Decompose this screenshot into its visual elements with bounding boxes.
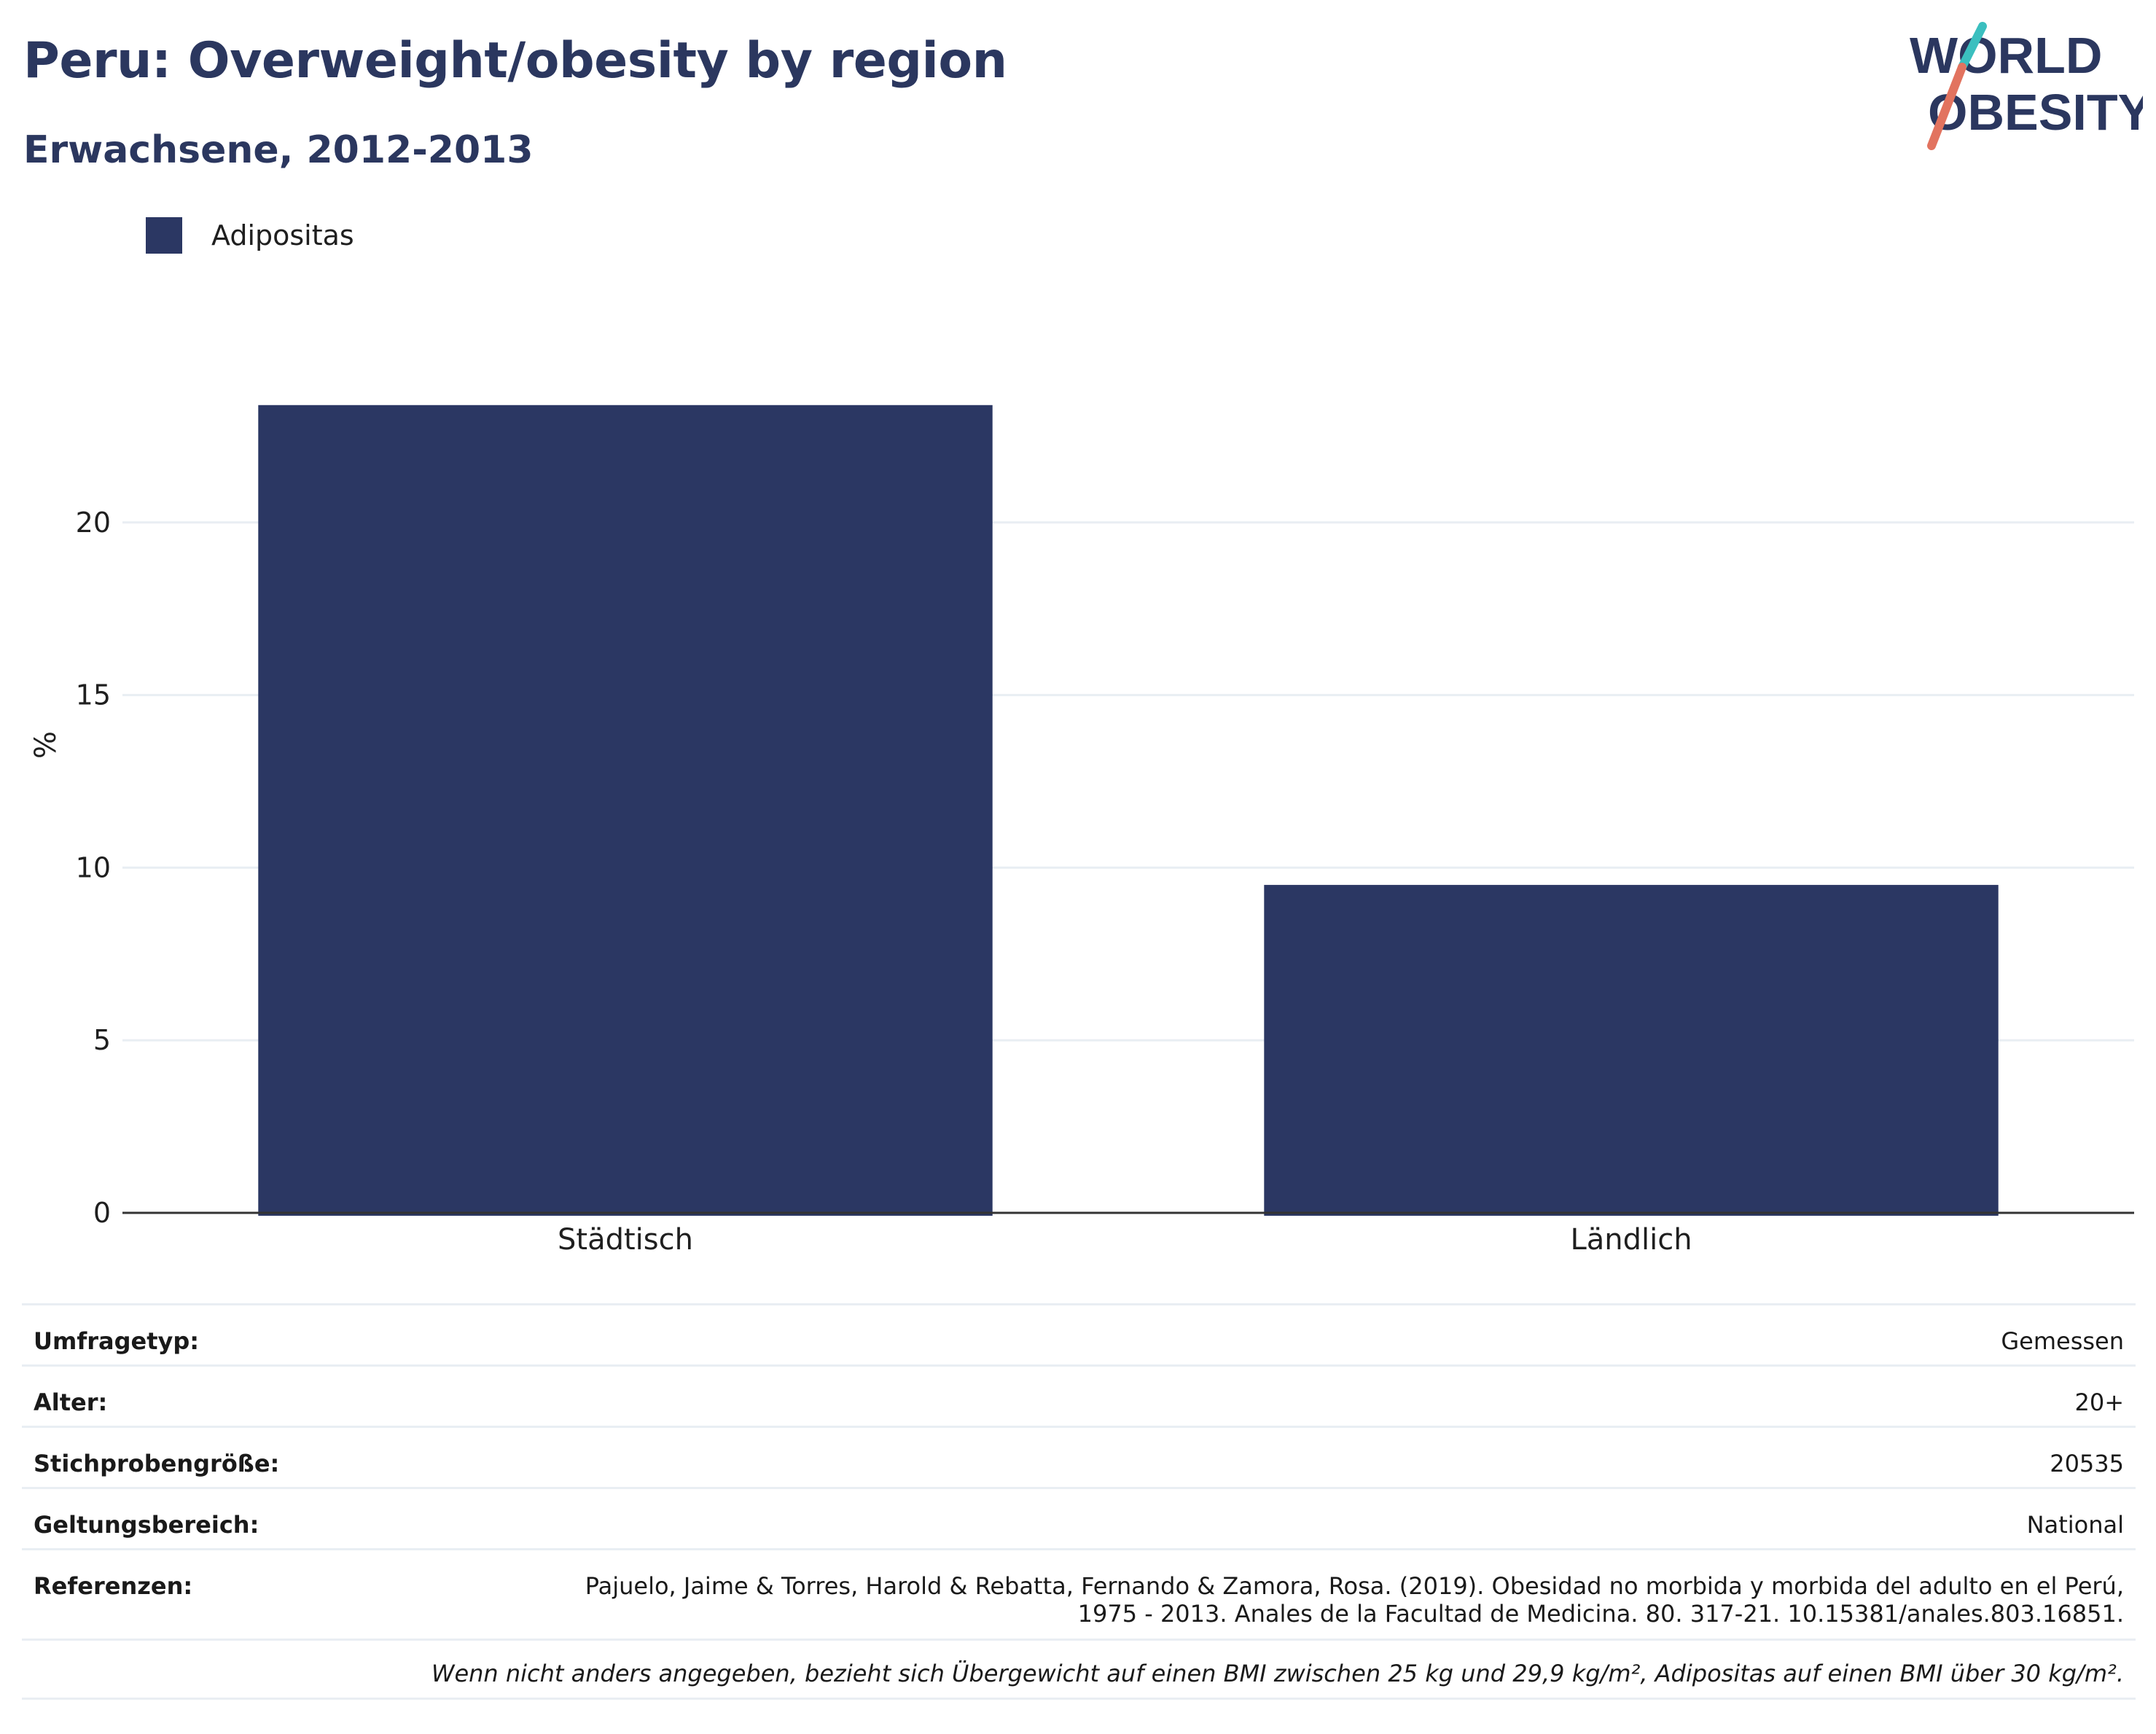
chart-subtitle: Erwachsene, 2012-2013	[23, 128, 534, 172]
y-tick-label: 5	[93, 1024, 111, 1056]
meta-row-survey-type: Umfragetyp: Gemessen	[22, 1303, 2136, 1364]
logo-teal-slash	[1958, 22, 1987, 71]
metadata-table: Umfragetyp: Gemessen Alter: 20+ Stichpro…	[22, 1303, 2136, 1700]
bar-urban	[258, 405, 993, 1216]
y-axis-label: %	[29, 731, 63, 759]
y-tick-label: 20	[76, 507, 111, 539]
legend[interactable]: Adipositas	[146, 217, 354, 254]
meta-value: National	[2026, 1511, 2124, 1539]
x-tick-label: Städtisch	[558, 1223, 693, 1257]
meta-value: 20535	[2050, 1450, 2124, 1477]
logo-coral-slash	[1927, 63, 1966, 150]
meta-key: Stichprobengröße:	[34, 1450, 280, 1477]
x-tick-label: Ländlich	[1570, 1223, 1692, 1257]
meta-row-age: Alter: 20+	[22, 1364, 2136, 1426]
meta-value: 20+	[2074, 1389, 2124, 1416]
reference-line-2: 1975 - 2013. Anales de la Facultad de Me…	[1077, 1600, 2124, 1628]
meta-key: Umfragetyp:	[34, 1327, 200, 1355]
world-obesity-logo: WORLD OBESITY	[1910, 22, 2143, 150]
meta-value: Gemessen	[2001, 1327, 2124, 1355]
logo-word-world: WORLD	[1910, 27, 2102, 84]
chart-title: Peru: Overweight/obesity by region	[23, 32, 1007, 90]
meta-key: Geltungsbereich:	[34, 1511, 259, 1539]
reference-line-1: Pajuelo, Jaime & Torres, Harold & Rebatt…	[585, 1572, 2124, 1600]
meta-row-references: Referenzen: Pajuelo, Jaime & Torres, Har…	[22, 1548, 2136, 1639]
meta-row-sample-size: Stichprobengröße: 20535	[22, 1426, 2136, 1487]
bar-rural	[1264, 885, 1999, 1216]
meta-value: Pajuelo, Jaime & Torres, Harold & Rebatt…	[585, 1572, 2124, 1628]
y-tick-label: 0	[93, 1197, 111, 1229]
bar-chart: 0 5 10 15 20% Städtisch Ländlich	[29, 405, 2134, 1257]
meta-key: Referenzen:	[34, 1572, 193, 1600]
meta-row-scope: Geltungsbereich: National	[22, 1487, 2136, 1548]
y-tick-label: 15	[76, 679, 111, 711]
meta-key: Alter:	[34, 1389, 108, 1416]
legend-swatch	[146, 217, 182, 254]
y-tick-label: 10	[76, 851, 111, 883]
logo-word-obesity: OBESITY	[1928, 84, 2143, 141]
definition-note: Wenn nicht anders angegeben, bezieht sic…	[22, 1639, 2136, 1700]
legend-label-adipositas: Adipositas	[211, 219, 354, 251]
